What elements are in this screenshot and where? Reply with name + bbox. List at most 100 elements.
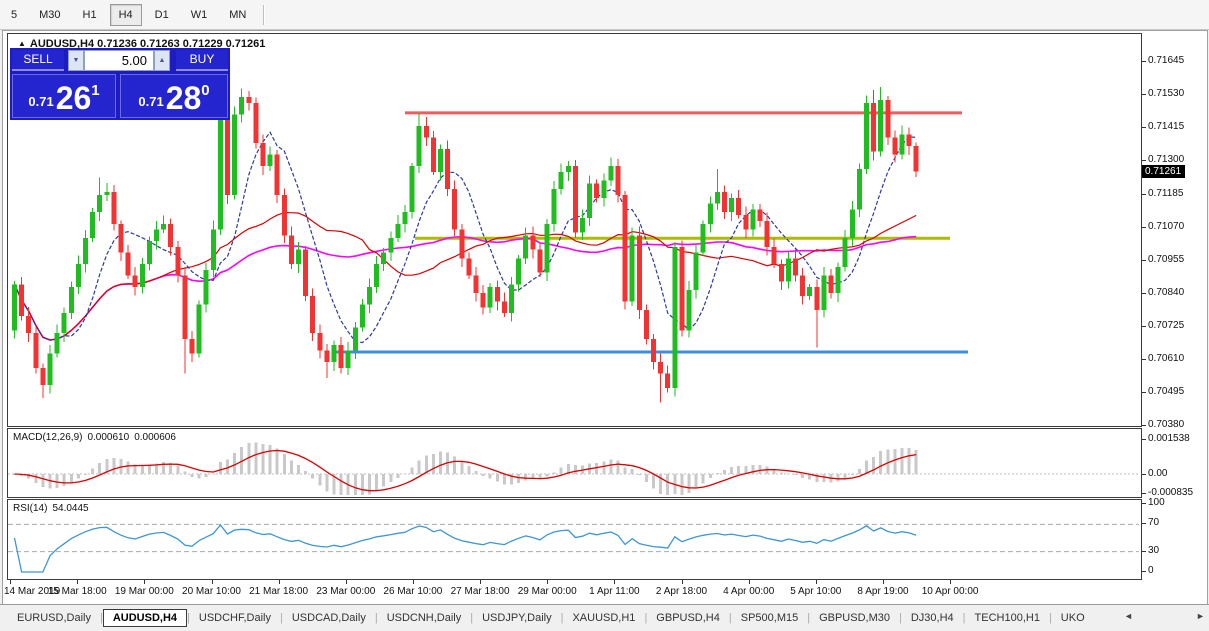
chart-tab-bar: EURUSD,Daily | AUDUSD,H4 | USDCHF,Daily | USDC… [0,604,1209,630]
chart-tab-eurusd-daily[interactable]: EURUSD,Daily [17,611,91,624]
price-tick [1142,61,1146,62]
tab-separator: | [807,611,811,624]
chart-tab-dj30-h4[interactable]: DJ30,H4 [910,611,954,624]
timeframe-button-h1[interactable]: H1 [82,8,97,21]
price-tick-label: 0.71185 [1148,187,1184,199]
rsi-indicator-pane[interactable]: RSI(14) 54.0445 [7,499,1142,580]
tab-separator: | [728,611,732,624]
buy-button[interactable]: BUY [176,50,228,71]
tab-separator: | [470,611,474,624]
tab-scroll-right-icon[interactable]: ► [1196,611,1205,621]
rsi-tick [1142,571,1146,572]
chart-tab-usdjpy-daily[interactable]: USDJPY,Daily [482,611,552,624]
tab-separator: | [187,611,190,624]
price-tick [1142,259,1146,261]
price-tick [1142,94,1146,96]
price-tick-label: 0.71070 [1148,220,1185,232]
price-tick [1142,392,1146,394]
chart-tab-xauusd-h1[interactable]: XAUUSD,H1 [572,611,636,624]
timeframe-button-mn[interactable]: MN [229,8,247,21]
chart-tab-tech100-h1[interactable]: TECH100,H1 [974,611,1040,624]
time-tick [883,580,884,584]
ma-mid-line [13,212,917,341]
price-tick-label: 0.71415 [1148,121,1185,133]
rsi-line [13,523,917,573]
chart-tab-gbpusd-h4[interactable]: GBPUSD,H4 [656,611,720,624]
time-tick [10,580,11,584]
time-tick-label: 21 Mar 18:00 [249,586,309,597]
time-tick-label: 14 Mar 2019 [4,586,61,597]
sell-button[interactable]: SELL [12,50,64,71]
time-tick-label: 8 Apr 19:00 [857,586,909,597]
price-tick-label: 0.71645 [1148,55,1185,66]
chart-tab-sp500-m15[interactable]: SP500,M15 [740,611,799,624]
time-tick [278,580,280,584]
lot-size-input[interactable] [84,50,154,71]
rsi-tick-label: 100 [1148,497,1165,508]
price-tick [1142,425,1146,427]
price-tick [1142,359,1146,361]
time-tick [748,580,750,584]
chart-tab-audusd-h4[interactable]: AUDUSD,H4 [102,608,188,627]
tab-separator: | [560,611,564,624]
chart-tab-usdcnh-daily[interactable]: USDCNH,Daily [386,611,462,624]
macd-tick [1142,493,1146,494]
rsi-tick [1142,503,1146,504]
time-tick [614,580,616,584]
chart-tab-usdchf-daily[interactable]: USDCHF,Daily [198,611,271,624]
timeframe-button-5[interactable]: 5 [11,8,18,21]
timeframe-button-h4[interactable]: H4 [109,3,142,26]
tab-scroll-left-icon[interactable]: ◄ [1124,611,1133,621]
time-tick [412,580,414,584]
amount-increase-button[interactable]: ▲ [154,50,170,71]
timeframe-button-d1[interactable]: D1 [154,8,169,21]
macd-tick [1142,474,1146,475]
macd-tick-label: 0.001538 [1148,433,1190,444]
time-tick-label: 1 Apr 11:00 [589,586,640,597]
timeframe-button-m30[interactable]: M30 [39,8,61,21]
price-tick-label: 0.70725 [1148,320,1185,331]
price-tick [1142,226,1146,228]
buy-price-prefix: 0.71 [138,94,164,109]
time-tick-label: 2 Apr 18:00 [655,586,708,597]
time-tick-label: 4 Apr 00:00 [723,586,775,597]
chart-ohlc-values: 0.71236 0.71263 0.71229 0.71261 [97,38,266,50]
buy-price-big: 28 [165,80,202,116]
chart-tab-usdcad-daily[interactable]: USDCAD,Daily [291,611,366,624]
time-tick [345,580,347,584]
macd-value: 0.000610 [87,432,130,443]
price-tick [1142,292,1146,294]
price-tick-label: 0.70955 [1148,253,1185,265]
chevron-up-icon: ▲ [158,57,166,64]
macd-tick-label: 0.00 [1148,468,1168,479]
sell-price-prefix: 0.71 [28,94,54,109]
price-tick [1142,127,1146,129]
buy-price-pip: 0 [201,82,210,99]
chart-symbol: AUDUSD,H4 [29,38,95,50]
price-tick-label: 0.70840 [1148,286,1185,298]
sell-price-button[interactable]: 0.71 26 1 [12,74,116,118]
macd-indicator-pane[interactable]: MACD(12,26,9) 0.000610 0.000606 [7,428,1142,498]
chart-tab-gbpusd-m30[interactable]: GBPUSD,M30 [819,611,890,624]
amount-decrease-button[interactable]: ▼ [68,50,84,71]
chart-tab-uko[interactable]: UKO [1060,611,1085,624]
time-tick [144,580,146,584]
time-tick-label: 10 Apr 00:00 [921,586,979,597]
tab-separator: | [644,611,648,624]
macd-tick [1142,439,1146,440]
price-tick-label: 0.70610 [1148,353,1185,365]
buy-price-button[interactable]: 0.71 28 0 [120,74,228,118]
rsi-tick-label: 30 [1148,544,1160,556]
price-tick [1142,160,1146,162]
tab-separator: | [899,611,902,624]
price-tick-label: 0.71530 [1148,88,1185,100]
time-tick [547,580,549,584]
time-tick-label: 5 Apr 10:00 [790,586,842,597]
macd-histogram [8,442,1139,495]
timeframe-button-w1[interactable]: W1 [190,8,208,21]
time-tick-label: 27 Mar 18:00 [450,586,510,597]
rsi-tick [1142,523,1146,525]
rsi-value: 54.0445 [52,503,89,514]
macd-signal-line [14,449,917,492]
